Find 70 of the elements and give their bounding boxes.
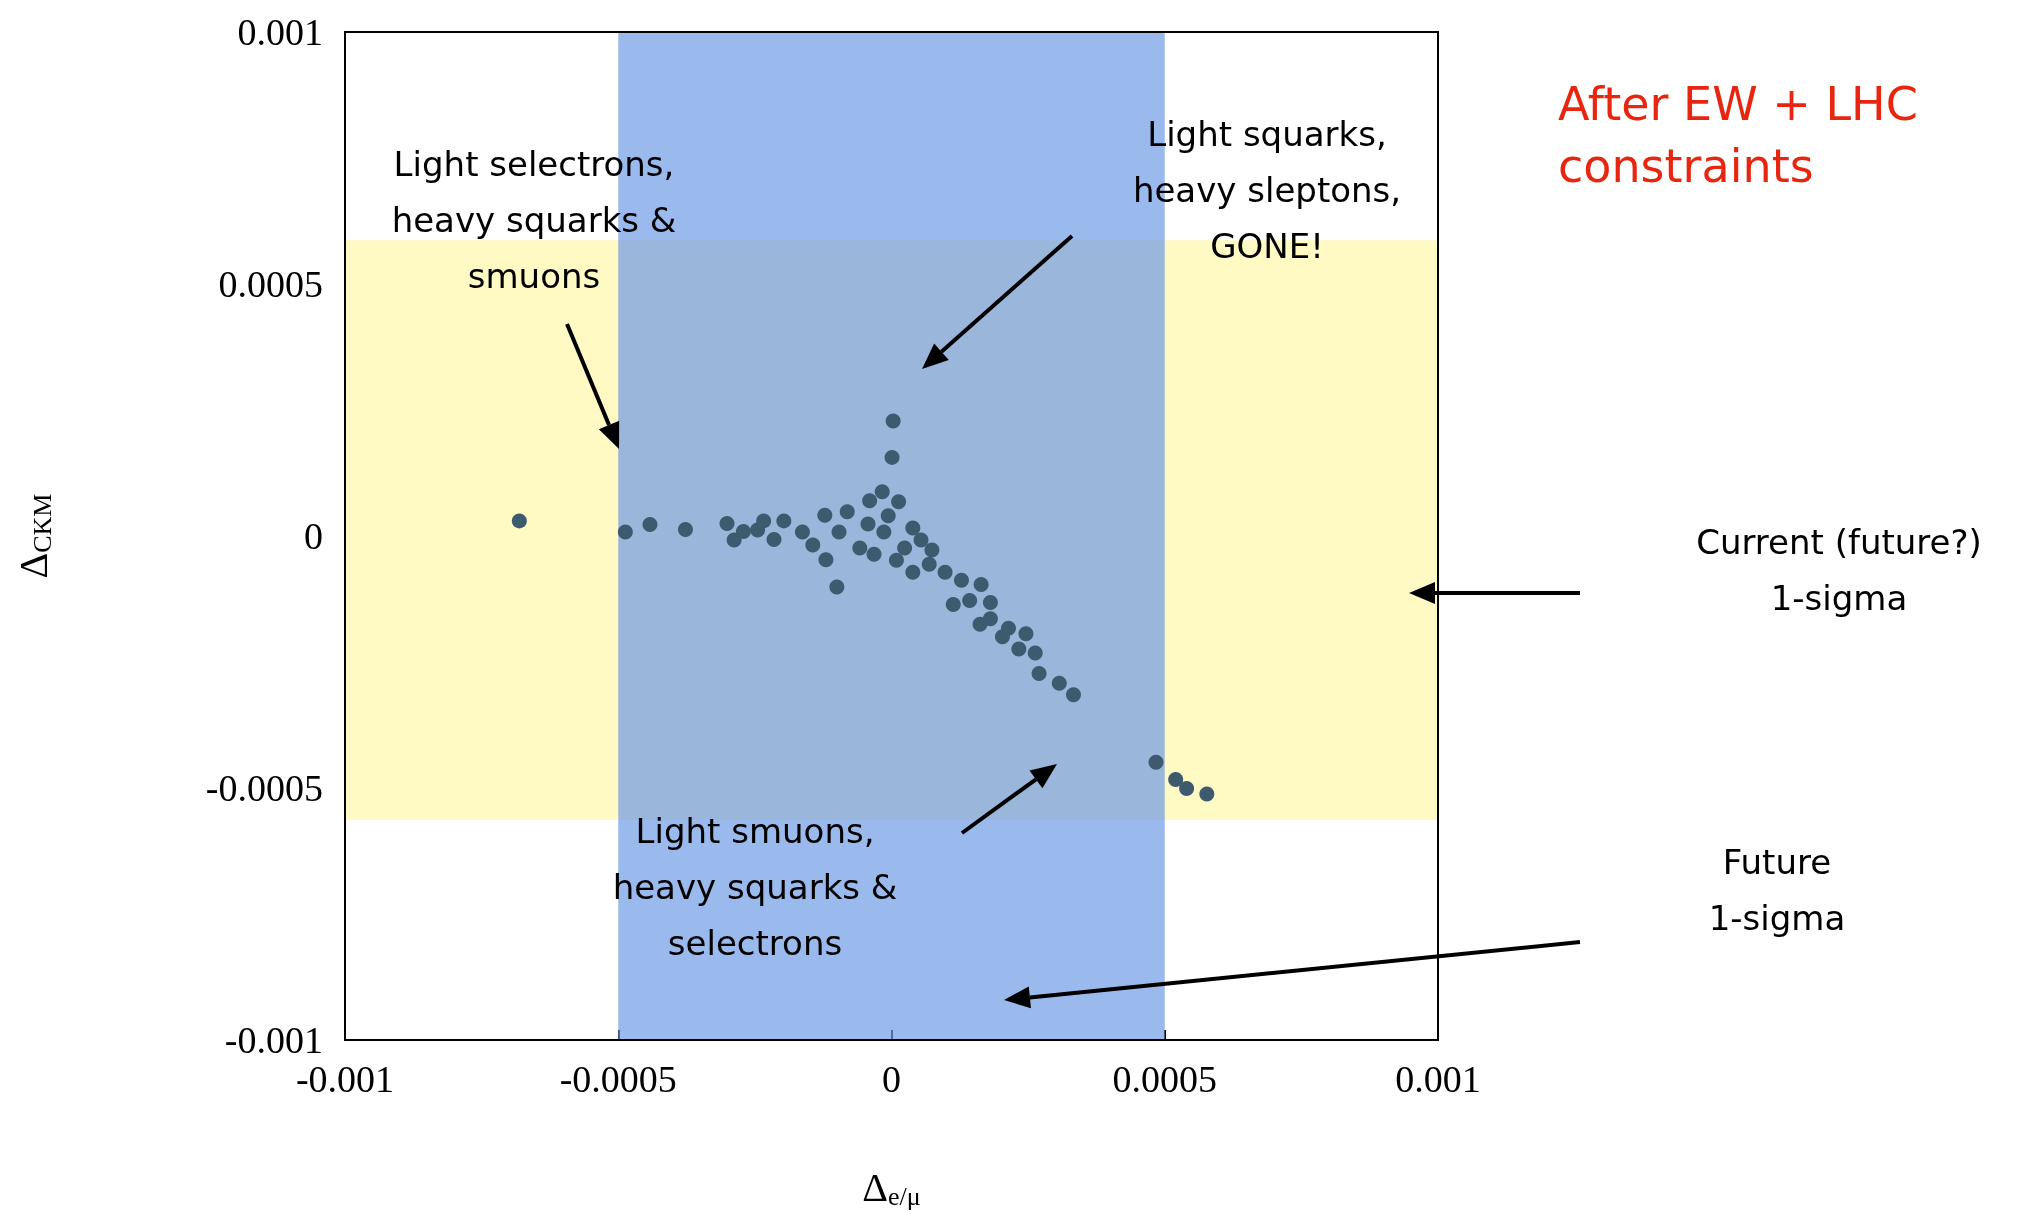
point (839, 504, 855, 520)
point (885, 413, 901, 429)
point (617, 524, 633, 540)
point (876, 524, 892, 540)
x-tick-label: 0 (882, 1058, 901, 1100)
point (1027, 645, 1043, 661)
point (862, 493, 878, 509)
y-tick-label: -0.001 (224, 1019, 323, 1061)
point (962, 593, 978, 609)
point (776, 513, 792, 529)
point (642, 516, 658, 532)
text: Current (future?) 1-sigma (1696, 522, 1982, 618)
x-axis-title: Δe/μ (862, 1164, 921, 1211)
point (805, 537, 821, 553)
text: After EW + LHC constraints (1558, 77, 1918, 193)
point (1168, 771, 1184, 787)
point (888, 552, 904, 568)
y-tick-label: 0.001 (237, 11, 323, 53)
point (1179, 781, 1195, 796)
point (766, 532, 782, 548)
point (860, 516, 876, 532)
x-tick-label: -0.001 (295, 1058, 395, 1100)
point (511, 513, 527, 529)
point (726, 532, 742, 548)
point (756, 513, 772, 529)
annotation: Light selectrons, heavy squarks & smuons (391, 144, 677, 296)
point (866, 546, 882, 562)
point (794, 524, 810, 540)
point (913, 532, 929, 548)
text: Future 1-sigma (1708, 842, 1846, 938)
point (677, 521, 693, 537)
point (831, 524, 847, 540)
point (897, 540, 913, 556)
y-axis-title: ΔCKM (10, 493, 57, 579)
point (973, 576, 989, 592)
annotation: Light squarks, heavy sleptons, GONE! (1132, 114, 1402, 266)
point (982, 595, 998, 611)
point (1199, 786, 1215, 802)
point (891, 494, 907, 510)
point (924, 542, 940, 558)
point (921, 556, 937, 572)
point (945, 597, 961, 613)
x-tick-label: -0.0005 (559, 1058, 677, 1100)
point (1011, 641, 1027, 657)
point (1148, 754, 1164, 770)
point (1051, 675, 1067, 691)
point (735, 523, 751, 539)
x-tick-label: 0.0005 (1112, 1058, 1217, 1100)
y-tick-label: 0 (304, 515, 323, 557)
point (1066, 687, 1081, 703)
point (982, 611, 998, 627)
point (937, 564, 953, 580)
point (953, 572, 969, 588)
point (817, 507, 833, 523)
point (905, 564, 921, 580)
point (874, 484, 890, 500)
point (1018, 626, 1034, 642)
y-tick-label: -0.0005 (205, 767, 323, 809)
point (1031, 666, 1047, 682)
point (852, 540, 868, 556)
point (880, 508, 896, 524)
point (719, 515, 735, 531)
point (1000, 620, 1016, 636)
annotation: Light smuons, heavy squarks & selectrons (612, 811, 898, 963)
point (905, 520, 921, 536)
x-tick-label: 0.001 (1395, 1058, 1481, 1100)
y-tick-label: 0.0005 (218, 263, 323, 305)
point (884, 449, 900, 465)
point (818, 552, 834, 568)
point (829, 579, 845, 595)
